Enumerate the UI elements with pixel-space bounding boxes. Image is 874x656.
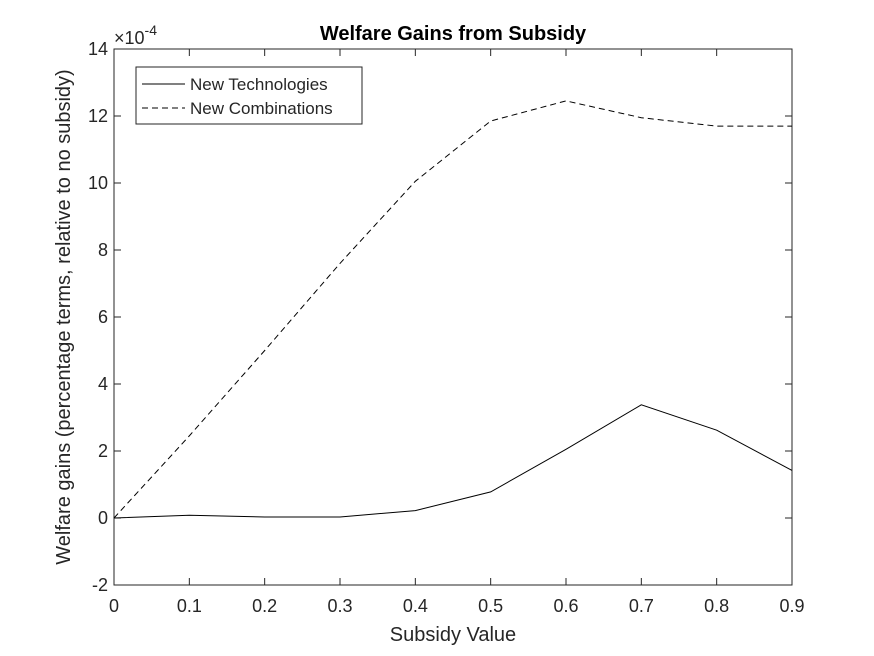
y-axis-exponent-base: ×10	[114, 28, 145, 48]
y-axis-ticks: -2 0 2 4 6 8 10 12 14	[88, 39, 792, 595]
y-tick-label: 2	[98, 441, 108, 461]
legend-label-new-technologies: New Technologies	[190, 75, 328, 94]
series-line-new-combinations	[113, 100, 792, 519]
y-tick-label: 4	[98, 374, 108, 394]
x-tick-label: 0.7	[629, 596, 654, 616]
x-tick-label: 0.3	[327, 596, 352, 616]
legend-box	[135, 66, 363, 125]
y-axis-exponent-power: -4	[145, 22, 158, 38]
x-tick-label: 0.2	[252, 596, 277, 616]
y-tick-label: -2	[92, 575, 108, 595]
x-axis-label: Subsidy Value	[390, 624, 516, 646]
y-tick-label: 0	[98, 508, 108, 528]
y-axis-exponent: ×10-4	[114, 22, 157, 48]
x-tick-label: 0.1	[177, 596, 202, 616]
series-layer	[113, 100, 793, 519]
y-tick-label: 12	[88, 106, 108, 126]
chart-title: Welfare Gains from Subsidy	[320, 23, 587, 45]
legend: New Technologies New Combinations	[135, 66, 363, 125]
x-tick-label: 0	[109, 596, 119, 616]
y-tick-label: 10	[88, 173, 108, 193]
x-tick-label: 0.6	[553, 596, 578, 616]
y-tick-label: 6	[98, 307, 108, 327]
legend-label-new-combinations: New Combinations	[190, 99, 333, 118]
series-line-new-technologies	[113, 404, 793, 519]
x-tick-label: 0.5	[478, 596, 503, 616]
x-tick-label: 0.8	[704, 596, 729, 616]
x-tick-label: 0.4	[403, 596, 428, 616]
y-tick-label: 8	[98, 240, 108, 260]
x-tick-label: 0.9	[779, 596, 804, 616]
plot-area	[113, 48, 793, 586]
y-axis-label: Welfare gains (percentage terms, relativ…	[53, 69, 75, 564]
x-axis-ticks: 0 0.1 0.2 0.3 0.4 0.5 0.6 0.7 0.8 0.9	[109, 49, 805, 616]
y-tick-label: 14	[88, 39, 108, 59]
